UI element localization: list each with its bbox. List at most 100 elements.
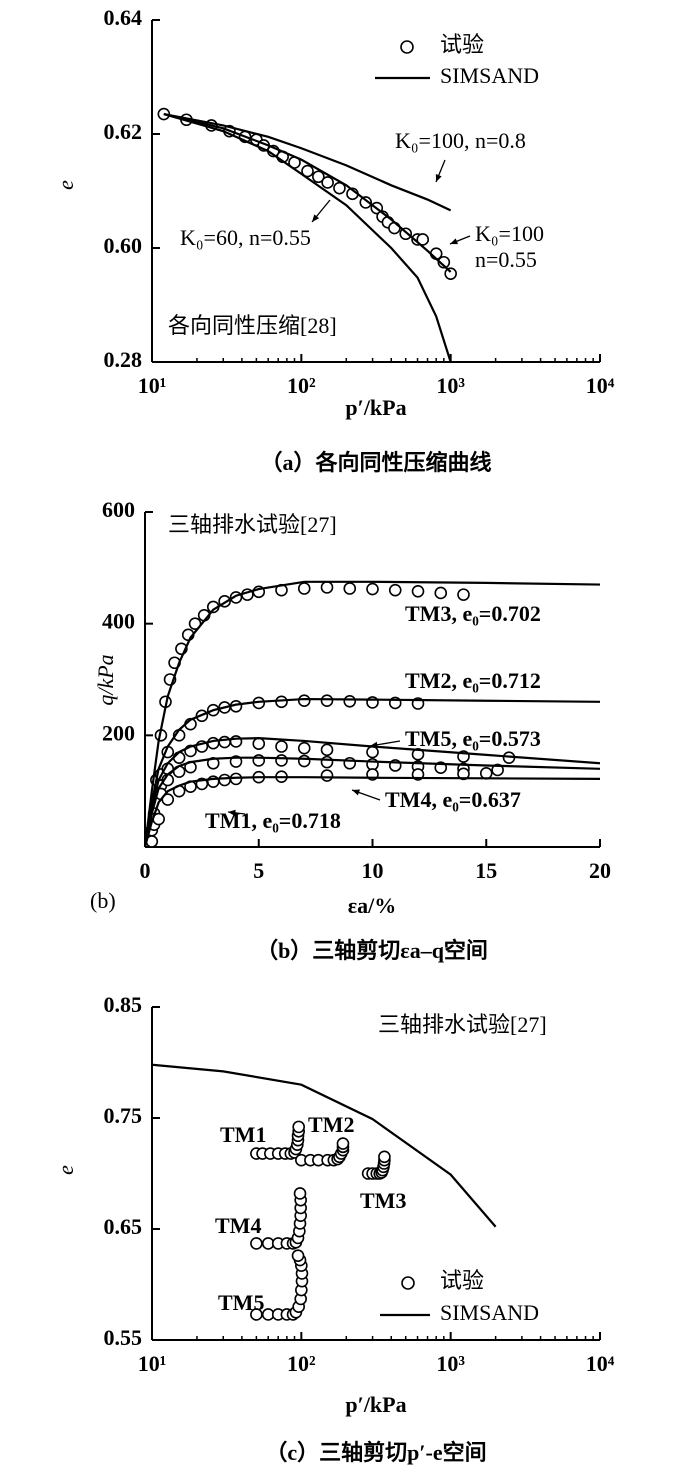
arrow-head [450,238,458,245]
test-point [343,582,357,595]
test-point [206,736,220,750]
test-point [297,741,311,755]
test-point [297,582,311,595]
x-tick-label: 10⁴ [586,373,615,398]
panel-title: 各向同性压缩[28] [168,313,337,338]
y-tick-label: 0.64 [104,5,143,30]
test-point [292,1120,305,1134]
annotation: TM1 [220,1122,266,1147]
test-point [411,584,425,598]
test-point [250,1308,263,1321]
test-point [297,754,311,768]
x-tick-label: 15 [475,858,497,883]
legend-label: SIMSAND [440,63,539,88]
test-point [320,694,334,708]
x-tick-label: 20 [589,858,611,883]
arrow-head [228,809,236,816]
curve-label: TM2, e₀=0.712 [405,668,541,693]
test-point [291,1249,305,1262]
test-point [320,755,334,769]
curve-label: TM5, e₀=0.573 [405,726,541,751]
curve-label: TM1, e₀=0.718 [205,808,341,833]
panel-title: 三轴排水试验[27] [378,1012,547,1037]
test-point [320,743,334,757]
model-curve [143,756,601,848]
caption: （c）三轴剪切p′-e空间 [265,1440,486,1465]
y-tick-label: 0.65 [104,1214,143,1239]
annotation: TM5 [218,1290,264,1315]
test-point [301,164,314,178]
legend-label: 试验 [440,1268,484,1293]
curve-label: TM3, e₀=0.702 [405,601,541,626]
y-tick-label: 200 [102,720,135,745]
test-point [275,695,288,709]
legend-marker [400,40,414,54]
curve-label: TM4, e₀=0.637 [385,787,521,812]
test-point [250,1237,263,1250]
test-point [293,1187,307,1200]
x-tick-label: 0 [140,858,151,883]
test-point [320,581,334,594]
y-tick-label: 0.62 [104,119,143,144]
arrow-head [435,174,442,182]
model-curve [163,112,452,363]
test-point [336,1137,350,1150]
x-tick-label: 10² [287,373,316,398]
y-tick-label: 400 [102,609,135,634]
y-tick-label: 0.28 [104,347,143,372]
legend-label: SIMSAND [440,1300,539,1325]
test-point [343,694,357,708]
test-point [366,582,379,596]
x-tick-label: 10¹ [138,373,167,398]
annotation: TM2 [308,1112,354,1137]
annotation: K₀=100 [475,221,544,246]
x-tick-label: 10³ [436,1351,465,1376]
test-point [275,740,288,753]
test-point [437,255,451,269]
test-point [218,735,231,749]
model-curve [143,580,601,848]
y-axis-label: q/kPa [93,654,118,705]
x-axis-label: p′/kPa [345,395,406,420]
test-point [320,769,334,782]
y-tick-label: 0.85 [104,992,143,1017]
model-curve [151,1063,497,1228]
legend-label: 试验 [440,32,484,57]
x-axis-label: εa/% [348,893,397,918]
y-tick-label: 0.55 [104,1325,143,1350]
x-axis-label: p′/kPa [345,1392,406,1417]
model-curve [143,697,601,848]
test-point [297,694,311,708]
x-tick-label: 5 [253,858,264,883]
panel-title: 三轴排水试验[27] [168,512,337,537]
x-tick-label: 10⁴ [586,1351,615,1376]
test-point [491,763,504,777]
test-point [434,586,448,600]
test-point [388,583,402,597]
annotation: TM3 [360,1188,406,1213]
annotation: K₀=60, n=0.55 [180,225,311,250]
model-curve [143,776,601,848]
arrow-head [312,214,320,222]
test-point [172,751,186,764]
y-tick-label: 600 [102,497,135,522]
arrow-head [370,741,378,748]
y-axis-label: e [53,1165,78,1175]
test-point [378,1150,391,1164]
test-point [275,754,288,767]
x-tick-label: 10 [362,858,384,883]
y-tick-label: 0.60 [104,233,143,258]
y-axis-label: e [53,180,78,190]
arrow-head [352,789,360,796]
test-point [312,170,325,184]
test-point [252,737,266,751]
test-point [359,196,373,209]
x-tick-label: 10¹ [138,1351,167,1376]
panel-label: (b) [90,888,116,913]
test-point [479,766,493,780]
model-curve [163,112,452,212]
y-tick-label: 0.75 [104,1103,143,1128]
legend-marker [401,1276,415,1290]
test-point [457,588,470,601]
annotation: K₀=100, n=0.8 [395,128,526,153]
